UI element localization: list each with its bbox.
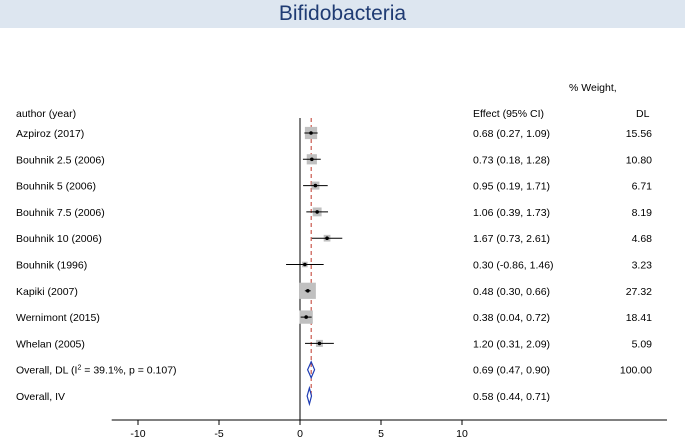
- x-tick-label: 5: [378, 428, 384, 440]
- point-estimate: [325, 236, 329, 240]
- effect-ci-text: 1.06 (0.39, 1.73): [473, 207, 550, 219]
- weight-text: 6.71: [632, 181, 653, 193]
- point-estimate: [310, 157, 314, 162]
- point-estimate: [317, 341, 322, 346]
- x-tick-label: 0: [297, 428, 303, 440]
- weight-text: 15.56: [626, 128, 652, 140]
- study-label: Bouhnik 7.5 (2006): [16, 207, 105, 219]
- study-label: Whelan (2005): [16, 338, 85, 350]
- effect-ci-text: 0.68 (0.27, 1.09): [473, 128, 550, 140]
- weight-text: 27.32: [626, 286, 652, 298]
- effect-header: Effect (95% CI): [473, 108, 544, 120]
- weight-header-line1: % Weight,: [569, 82, 617, 94]
- point-estimate: [315, 210, 319, 214]
- weight-text: 18.41: [626, 312, 652, 324]
- overall-diamond: [306, 360, 316, 380]
- effect-ci-text: 0.30 (-0.86, 1.46): [473, 260, 554, 272]
- point-estimate: [304, 315, 308, 319]
- effect-ci-text: 1.67 (0.73, 2.61): [473, 233, 550, 245]
- overall-label: Overall, DL (I2 = 39.1%, p = 0.107): [16, 365, 177, 377]
- study-label: Kapiki (2007): [16, 286, 78, 298]
- weight-text: 3.23: [632, 260, 653, 272]
- x-tick-label: 10: [456, 428, 468, 440]
- point-estimate: [305, 289, 310, 293]
- effect-ci-text: 0.73 (0.18, 1.28): [473, 154, 550, 166]
- overall-diamond: [306, 385, 313, 407]
- study-label: Bouhnik 2.5 (2006): [16, 154, 105, 166]
- effect-ci-text: 0.38 (0.04, 0.72): [473, 312, 550, 324]
- plot-panel: % Weight, author (year) Effect (95% CI) …: [0, 28, 685, 445]
- overall-label: Overall, IV: [16, 391, 65, 403]
- overall-ci-text: 0.69 (0.47, 0.90): [473, 365, 550, 377]
- weight-text: 5.09: [632, 338, 653, 350]
- study-label: Bouhnik (1996): [16, 260, 87, 272]
- weight-text: 10.80: [626, 154, 652, 166]
- study-label: Wernimont (2015): [16, 312, 100, 324]
- title-band: [0, 0, 685, 28]
- effect-ci-text: 1.20 (0.31, 2.09): [473, 338, 550, 350]
- point-estimate: [309, 131, 313, 135]
- weight-header-line2: DL: [636, 108, 650, 120]
- overall-weight-text: 100.00: [620, 365, 652, 377]
- x-tick-label: -5: [214, 428, 223, 440]
- effect-ci-text: 0.95 (0.19, 1.71): [473, 181, 550, 193]
- study-label: Bouhnik 10 (2006): [16, 233, 102, 245]
- study-label: Bouhnik 5 (2006): [16, 181, 96, 193]
- study-label: Azpiroz (2017): [16, 128, 84, 140]
- point-estimate: [313, 183, 318, 188]
- weight-text: 8.19: [632, 207, 653, 219]
- x-tick-label: -10: [130, 428, 145, 440]
- effect-ci-text: 0.48 (0.30, 0.66): [473, 286, 550, 298]
- point-estimate: [303, 262, 307, 267]
- chart-title: Bifidobacteria: [278, 2, 407, 25]
- study-header: author (year): [16, 108, 77, 120]
- overall-ci-text: 0.58 (0.44, 0.71): [473, 391, 550, 403]
- weight-text: 4.68: [632, 233, 653, 245]
